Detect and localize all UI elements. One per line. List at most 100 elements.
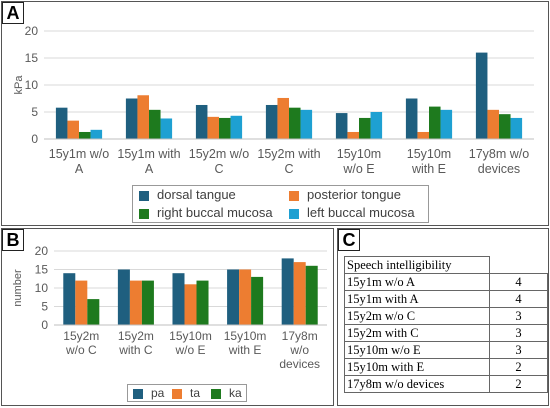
row-label: 17y8m w/o devices [344, 375, 490, 393]
table-header: Speech intelligibility [344, 256, 490, 274]
bar-right-buccal-mucosa [149, 109, 161, 139]
x-tick-label: C [214, 162, 223, 176]
bar-right-buccal-mucosa [79, 131, 91, 139]
panel-label-c: C [338, 229, 360, 251]
y-tick-label: 0 [31, 132, 38, 146]
legend-label: dorsal tangue [157, 187, 236, 202]
bar-left-buccal-mucosa [90, 129, 103, 139]
x-tick-label: w/o E [174, 343, 205, 357]
legend-label: right buccal mucosa [157, 205, 273, 220]
panel-label-b: B [2, 229, 24, 251]
y-tick-label: 20 [35, 244, 49, 258]
row-label: 15y2m with C [344, 324, 490, 342]
y-tick-label: 5 [41, 300, 48, 314]
x-tick-label: 15y1m with [117, 147, 180, 161]
x-tick-label: devices [279, 357, 320, 371]
row-label: 15y1m w/o A [344, 273, 490, 291]
row-value: 3 [488, 307, 549, 325]
x-tick-label: devices [478, 162, 520, 176]
legend-b: pa ta ka [127, 384, 247, 402]
legend-item-ta: ta [172, 386, 200, 400]
bar-pa [172, 273, 185, 325]
y-tick-label: 5 [31, 105, 38, 119]
x-tick-label: 15y2m [118, 329, 154, 343]
row-value: 3 [488, 324, 549, 342]
table-row: 17y8m w/o devices 2 [344, 375, 549, 393]
table-header-row: Speech intelligibility [344, 256, 548, 274]
y-tick-label: 10 [25, 78, 39, 92]
x-tick-label: 15y10m [407, 147, 451, 161]
speech-intelligibility-table: Speech intelligibility 15y1m w/o A 4 15y1m … [344, 256, 549, 393]
y-tick-label: 15 [25, 51, 39, 65]
row-label: 15y10m with E [344, 358, 490, 376]
bar-left-buccal-mucosa [440, 109, 453, 139]
bar-posterior-tongue [487, 109, 499, 139]
row-value: 2 [488, 375, 549, 393]
row-value: 3 [488, 341, 549, 359]
legend-item-posterior-tongue: posterior tongue [289, 187, 401, 202]
legend-swatch [211, 388, 221, 399]
bar-ta [184, 284, 197, 325]
panel-c: C Speech intelligibility 15y1m w/o A 4 15y1… [337, 228, 549, 406]
x-tick-label: 15y10m [224, 329, 267, 343]
bar-ka [87, 299, 100, 325]
x-tick-label: w/o E [342, 162, 374, 176]
bar-ta [239, 269, 252, 325]
bar-posterior-tongue [207, 116, 219, 139]
x-tick-label: 15y1m w/o [49, 147, 109, 161]
x-tick-label: 17y8m w/o [469, 147, 529, 161]
bar-dorsal-tangue [125, 98, 138, 139]
x-tick-label: C [284, 162, 293, 176]
row-value: 4 [488, 273, 549, 291]
bar-posterior-tongue [277, 97, 289, 139]
legend-swatch [139, 190, 149, 201]
legend-label: posterior tongue [307, 187, 401, 202]
bar-left-buccal-mucosa [370, 112, 383, 139]
table-header-empty [489, 257, 547, 274]
legend-swatch [133, 388, 143, 399]
bar-right-buccal-mucosa [429, 106, 441, 139]
x-tick-label: 15y2m w/o [189, 147, 249, 161]
bar-ka [141, 280, 154, 325]
x-tick-label: 15y10m [337, 147, 381, 161]
y-axis-label: kPa [13, 75, 25, 95]
row-label: 15y2m w/o C [344, 307, 490, 325]
panel-a: A 0 5 10 15 20 kPa 15y1m w/o A 15y1m with A 15y2m … [1, 1, 549, 226]
legend-label: pa [151, 386, 165, 400]
bar-posterior-tongue [67, 120, 79, 139]
bar-dorsal-tangue [405, 98, 418, 139]
x-tick-label: w/o C [65, 343, 97, 357]
legend-a: dorsal tangue posterior tongue right bucca… [132, 185, 429, 223]
bar-ka [251, 276, 264, 325]
bar-left-buccal-mucosa [160, 118, 173, 139]
legend-item-right-buccal-mucosa: right buccal mucosa [139, 205, 273, 220]
x-tick-label: 15y2m [63, 329, 99, 343]
bar-dorsal-tangue [475, 52, 488, 139]
bar-ta [293, 262, 306, 325]
bar-pa [117, 269, 130, 325]
legend-item-pa: pa [133, 386, 164, 400]
legend-label: ka [229, 386, 242, 400]
row-value: 4 [488, 290, 549, 308]
bar-ta [129, 280, 142, 325]
row-label: 15y10m w/o E [344, 341, 490, 359]
legend-item-ka: ka [211, 386, 242, 400]
row-label: 15y1m with A [344, 290, 490, 308]
legend-swatch [139, 208, 149, 219]
x-tick-label: 15y2m with [257, 147, 320, 161]
bar-right-buccal-mucosa [289, 107, 301, 139]
bar-pa [227, 269, 240, 325]
bar-posterior-tongue [137, 95, 149, 139]
bar-right-buccal-mucosa [359, 117, 371, 139]
x-tick-label: with E [228, 343, 262, 357]
bar-dorsal-tangue [265, 104, 278, 139]
x-tick-label: with C [118, 343, 153, 357]
y-tick-label: 0 [41, 318, 48, 332]
bar-ka [196, 280, 209, 325]
